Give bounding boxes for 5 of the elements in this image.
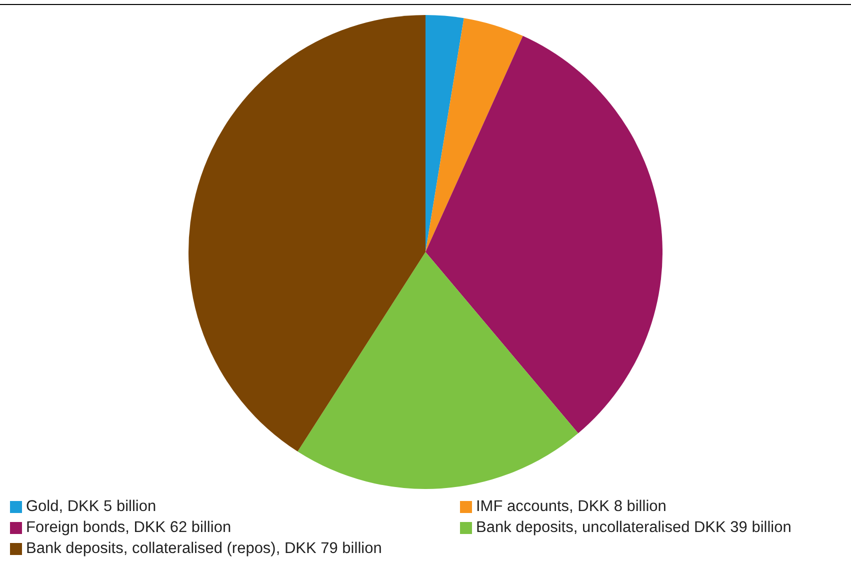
legend-label: Bank deposits, collateralised (repos), DKK 79 billion xyxy=(26,539,382,558)
legend-label: Gold, DKK 5 billion xyxy=(26,497,156,516)
legend-label: Foreign bonds, DKK 62 billion xyxy=(26,518,232,537)
legend-label: IMF accounts, DKK 8 billion xyxy=(476,497,666,516)
legend-label: Bank deposits, uncollateralised DKK 39 billion xyxy=(476,518,792,537)
